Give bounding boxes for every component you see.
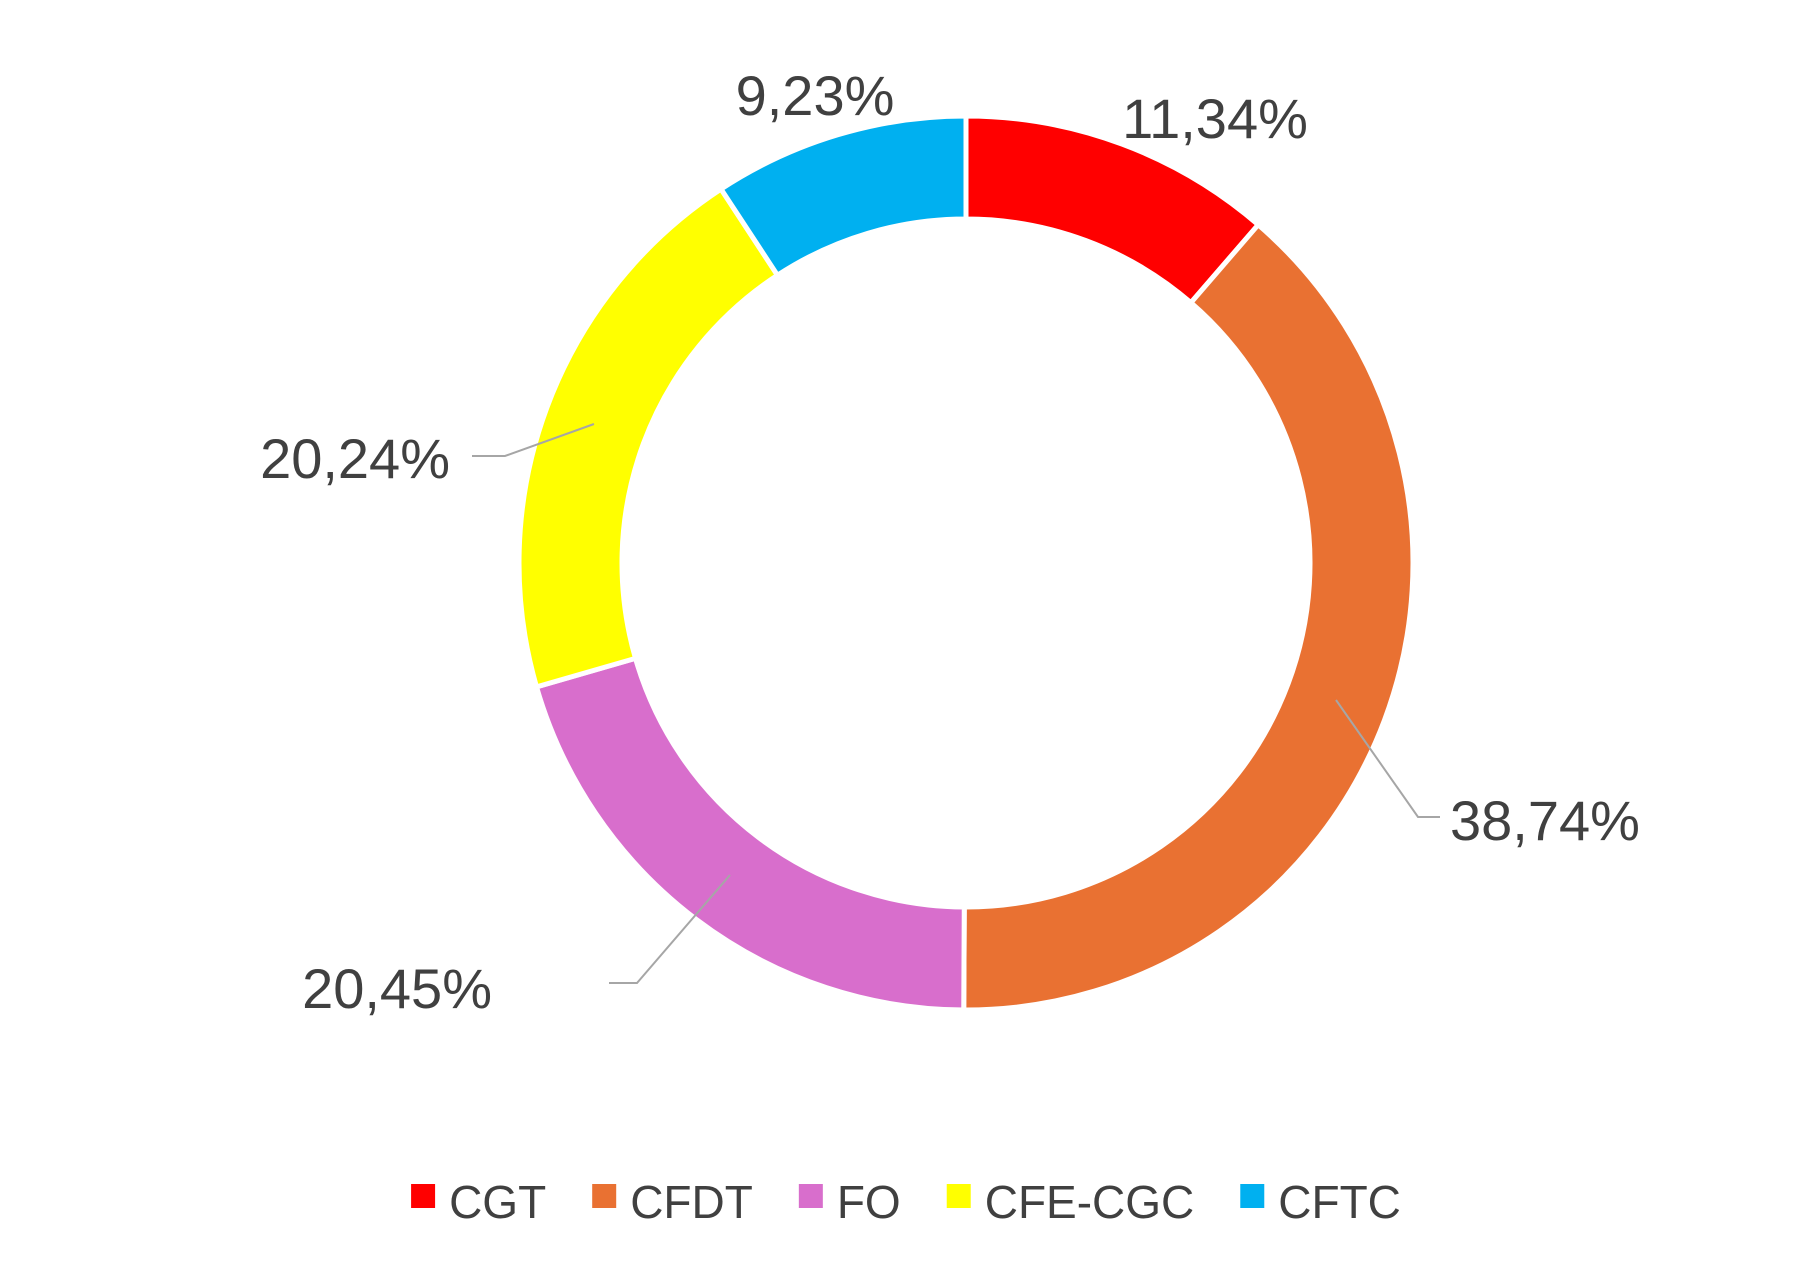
leader-line-cfdt bbox=[1335, 699, 1440, 818]
legend-swatch-fo bbox=[798, 1184, 823, 1208]
legend-swatch-cgt bbox=[411, 1184, 436, 1208]
data-label-cgt: 11,34% bbox=[1122, 87, 1308, 150]
legend-label-cfe-cgc: CFE-CGC bbox=[985, 1176, 1195, 1228]
data-label-cfdt: 38,74% bbox=[1450, 789, 1640, 852]
legend-label-fo: FO bbox=[837, 1176, 901, 1228]
leader-line-cfe-cgc bbox=[472, 423, 595, 457]
legend-swatch-cfdt bbox=[592, 1184, 617, 1208]
legend-label-cftc: CFTC bbox=[1278, 1176, 1401, 1228]
donut-slices bbox=[516, 113, 1416, 1013]
data-label-fo: 20,45% bbox=[302, 957, 492, 1020]
legend-swatch-cfe-cgc bbox=[946, 1184, 971, 1208]
leader-lines bbox=[472, 423, 1440, 984]
legend-label-cfdt: CFDT bbox=[630, 1176, 753, 1228]
legend-swatch-cftc bbox=[1240, 1184, 1265, 1208]
legend-item-cfe-cgc: CFE-CGC bbox=[946, 1176, 1195, 1228]
legend-label-cgt: CGT bbox=[449, 1176, 546, 1228]
legend-item-cftc: CFTC bbox=[1240, 1176, 1401, 1228]
legend-item-fo: FO bbox=[798, 1176, 901, 1228]
slice-cftc bbox=[717, 113, 969, 279]
data-label-cfe-cgc: 20,24% bbox=[260, 427, 450, 490]
data-labels: 11,34% 38,74% 20,45% 20,24% 9,23% bbox=[260, 64, 1640, 1020]
slice-fo bbox=[533, 655, 967, 1013]
leader-line-fo bbox=[609, 874, 731, 984]
legend-item-cgt: CGT bbox=[411, 1176, 546, 1228]
data-label-cftc: 9,23% bbox=[736, 64, 895, 127]
legend-item-cfdt: CFDT bbox=[592, 1176, 753, 1228]
slice-cfdt bbox=[961, 221, 1416, 1013]
chart-legend: CGT CFDT FO CFE-CGC CFTC bbox=[411, 1176, 1401, 1228]
